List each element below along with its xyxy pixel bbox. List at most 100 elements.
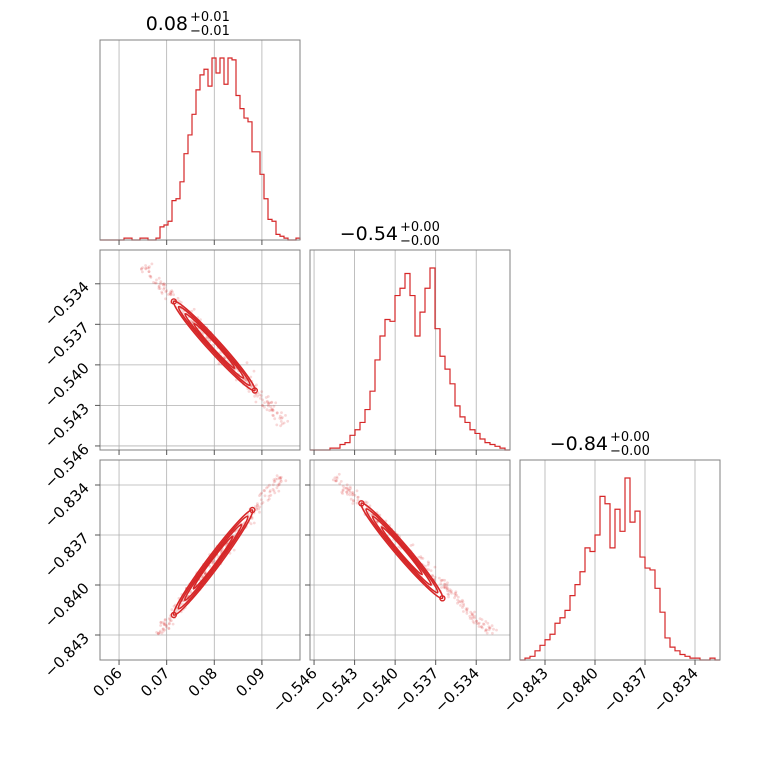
panel-title-upper: +0.01: [190, 10, 230, 25]
sample-point: [485, 628, 488, 632]
sample-point: [158, 631, 162, 634]
sample-point: [397, 545, 401, 549]
sample-point: [148, 274, 152, 278]
sample-point: [460, 600, 463, 604]
sample-point: [154, 281, 158, 285]
sample-point: [268, 409, 271, 412]
sample-point: [159, 620, 163, 624]
sample-point: [466, 607, 469, 610]
sample-point: [349, 487, 352, 490]
panel-title-value: −0.54: [340, 223, 398, 245]
sample-point: [256, 394, 259, 398]
sample-point: [409, 544, 413, 547]
sample-point: [144, 264, 148, 267]
sample-point: [168, 619, 172, 623]
sample-point: [419, 555, 423, 559]
sample-point: [449, 590, 453, 594]
sample-point: [211, 561, 215, 564]
sample-point: [356, 496, 360, 499]
sample-point: [278, 416, 282, 420]
sample-point: [158, 287, 162, 290]
sample-point: [355, 489, 359, 493]
sample-point: [279, 424, 282, 428]
sample-point: [272, 478, 276, 481]
sample-point: [169, 290, 173, 294]
sample-point: [256, 502, 259, 505]
sample-point: [341, 492, 344, 495]
sample-point: [167, 622, 171, 626]
sample-point: [281, 416, 284, 419]
sample-point: [162, 282, 166, 286]
sample-point: [264, 396, 268, 399]
sample-point: [218, 351, 222, 355]
sample-point: [148, 265, 151, 269]
sample-point: [276, 477, 280, 481]
sample-point: [456, 601, 459, 605]
sample-point: [487, 628, 491, 632]
sample-point: [167, 622, 171, 625]
contour-level-3: [371, 515, 433, 586]
sample-point: [254, 505, 257, 508]
sample-point: [471, 615, 475, 619]
sample-point: [348, 493, 352, 497]
contour-end: [170, 298, 178, 305]
sample-point: [472, 621, 476, 625]
panel-frame: [99, 39, 301, 241]
sample-point: [253, 394, 256, 398]
sample-point: [254, 400, 258, 404]
sample-point: [258, 494, 261, 497]
sample-point: [465, 608, 469, 612]
sample-point: [286, 419, 290, 423]
sample-point: [280, 417, 283, 420]
sample-point: [462, 610, 465, 613]
sample-point: [454, 594, 457, 598]
sample-point: [170, 619, 173, 622]
sample-point: [351, 493, 355, 496]
sample-point: [279, 478, 283, 482]
sample-point: [179, 301, 183, 304]
histogram-line: [310, 267, 510, 451]
sample-point: [331, 478, 335, 482]
sample-point: [450, 591, 453, 595]
sample-point: [348, 488, 352, 492]
sample-point: [163, 618, 167, 621]
sample-point: [456, 598, 459, 602]
sample-point: [478, 617, 482, 620]
x-tick-label: 0.07: [137, 664, 173, 700]
sample-point: [265, 408, 269, 412]
sample-point: [156, 632, 160, 636]
sample-point: [150, 262, 154, 266]
sample-point: [208, 565, 212, 568]
sample-point: [255, 506, 259, 510]
sample-point: [421, 557, 425, 560]
sample-point: [260, 390, 264, 393]
sample-point: [172, 293, 176, 297]
sample-point: [263, 405, 266, 409]
sample-point: [169, 291, 173, 294]
sample-point: [147, 270, 151, 273]
sample-point: [335, 479, 338, 483]
sample-point: [449, 589, 453, 593]
contour-level-1: [172, 509, 254, 616]
sample-point: [160, 631, 164, 635]
sample-point: [267, 494, 271, 498]
sample-point: [170, 289, 174, 292]
sample-point: [431, 574, 435, 578]
sample-point: [470, 617, 474, 621]
panel-title-value: −0.84: [550, 433, 608, 455]
sample-point: [481, 626, 484, 630]
sample-point: [269, 493, 273, 497]
sample-point: [201, 575, 205, 578]
sample-point: [268, 401, 271, 405]
sample-point: [491, 631, 494, 635]
x-tick-label: −0.834: [650, 664, 702, 716]
sample-point: [256, 503, 259, 507]
sample-point: [479, 625, 483, 629]
sample-point: [272, 489, 276, 493]
contour-end: [439, 595, 446, 602]
sample-point: [259, 492, 262, 496]
sample-point: [277, 489, 281, 493]
sample-point: [208, 340, 212, 343]
sample-point: [164, 625, 168, 629]
sample-point: [278, 476, 282, 480]
